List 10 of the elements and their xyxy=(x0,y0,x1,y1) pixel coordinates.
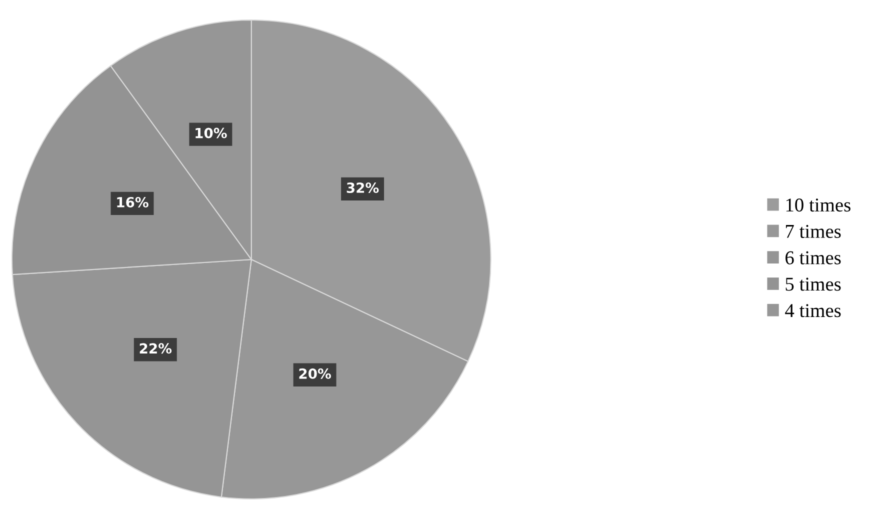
data-label: 22% xyxy=(140,343,172,354)
data-label: 20% xyxy=(299,368,331,379)
legend-label: 6 times xyxy=(786,251,841,264)
data-label: 32% xyxy=(346,182,379,193)
legend-label: 10 times xyxy=(786,198,850,212)
legend-label: 5 times xyxy=(786,278,841,291)
legend-label: 7 times xyxy=(786,224,841,238)
data-label: 16% xyxy=(117,196,148,208)
legend-label: 4 times xyxy=(785,304,841,318)
data-label: 10% xyxy=(196,128,227,138)
